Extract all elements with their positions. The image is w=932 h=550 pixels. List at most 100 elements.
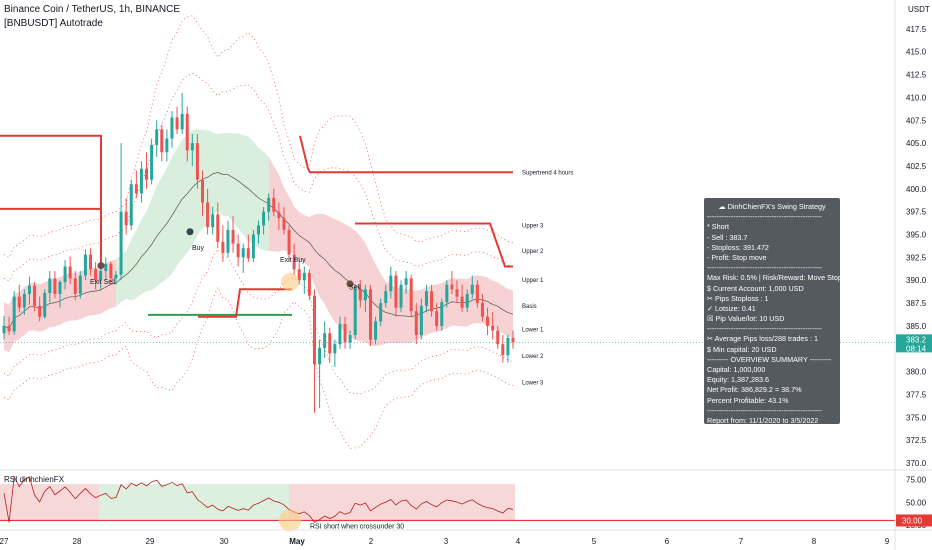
price-tick-label: 387.5 (906, 299, 927, 308)
rsi-level-tag (896, 514, 932, 527)
candle-body (430, 291, 434, 312)
candle-body (48, 278, 52, 293)
candle-body (470, 284, 474, 294)
time-tick-label: 3 (444, 537, 449, 546)
candle-body (170, 117, 174, 139)
candle-body (68, 266, 72, 279)
price-tick-label: 410.0 (906, 93, 927, 102)
candle-body (185, 113, 189, 151)
candle-body (257, 225, 260, 235)
candle-body (363, 289, 367, 301)
band-label: Lower 1 (522, 328, 544, 334)
candle-body (460, 296, 464, 308)
time-tick-label: 5 (592, 537, 597, 546)
info-line: ----------------------------------------… (707, 324, 822, 334)
info-line: $ Min capital: 20 USD (707, 344, 777, 354)
candle-body (435, 311, 439, 326)
countdown-label: 08:14 (906, 344, 927, 353)
band-fill (268, 156, 513, 347)
info-title-text: DinhChienFX's Swing Strategy (727, 202, 826, 211)
supertrend-segment (355, 222, 513, 268)
candle-body (374, 321, 378, 340)
candle-body (272, 197, 276, 212)
info-line: ----------------------------------------… (707, 405, 822, 415)
candle-body (165, 138, 169, 153)
info-lines: ----------------------------------------… (707, 212, 840, 424)
candle-body (424, 291, 428, 306)
candle-body (511, 337, 515, 343)
candle-body (109, 263, 113, 279)
candle-body (440, 302, 444, 326)
candle-body (38, 305, 42, 317)
supertrend-lines (0, 134, 513, 318)
price-tick-label: 415.0 (906, 48, 927, 57)
bollinger-bands: Supertrend 4 hours Upper 3 Upper 2 Upper 1 B… (3, 15, 573, 449)
time-tick-label: 8 (812, 537, 817, 546)
candle-body (287, 229, 291, 255)
script-label: [BNBUSDT] Autotrade (4, 18, 103, 29)
candle-body (7, 325, 11, 332)
candle-body (104, 263, 108, 272)
candle-body (246, 248, 250, 259)
candle-body (33, 285, 37, 306)
candle-body (419, 305, 423, 336)
sell-marker (346, 280, 354, 288)
info-line: ✂ Average Pips loss/288 trades : 1 (707, 334, 818, 344)
band-label: Lower 2 (522, 354, 544, 360)
band-label: Supertrend 4 hours (522, 170, 573, 176)
candle-body (389, 275, 393, 292)
upper-band-2 (3, 72, 514, 282)
price-tick-label: 407.5 (906, 116, 927, 125)
band-label: Upper 3 (522, 223, 544, 229)
candle-body (155, 129, 159, 145)
time-tick-label: 28 (73, 537, 82, 546)
candle-body (251, 234, 255, 259)
candle-body (175, 117, 179, 130)
candle-body (241, 248, 245, 258)
candle-body (277, 211, 281, 219)
rsi-zone-green (99, 484, 289, 521)
candle-body (139, 168, 143, 194)
price-unit: USDT (908, 5, 930, 14)
candle-body (384, 291, 388, 304)
candle-body (475, 284, 479, 304)
candle-body (394, 275, 398, 308)
rsi-annotation: RSI short when crossunder 30 (310, 523, 404, 530)
candle-body (409, 278, 413, 312)
candle-body (343, 324, 347, 343)
info-line: $ Current Account: 1,000 USD (707, 283, 804, 293)
info-line: --------- OVERVIEW SUMMARY --------- (707, 354, 832, 364)
info-line: - Sell : 383.7 (707, 232, 748, 242)
candle-body (22, 293, 26, 308)
info-line: ----------------------------------------… (707, 263, 822, 273)
candle-body (160, 129, 164, 153)
candle-body (312, 295, 316, 365)
band-label: Lower 3 (522, 381, 544, 387)
price-tick-label: 405.0 (906, 139, 927, 148)
candle-body (221, 241, 225, 253)
candle-body (216, 214, 220, 242)
rsi-tick-label: 75.00 (906, 476, 927, 485)
candle-body (78, 275, 82, 294)
time-tick-label: 4 (516, 537, 521, 546)
candle-body (83, 254, 87, 276)
current-price-label: 383.2 (906, 335, 927, 344)
basis-line (3, 172, 514, 330)
supertrend-segment (0, 134, 102, 270)
band-label: Upper 1 (522, 278, 544, 284)
info-line: Net Profit: 386,829.2 = 38.7% (707, 385, 802, 395)
supertrend-segment (299, 135, 513, 174)
candle-body (180, 113, 184, 130)
candle-body (302, 272, 306, 281)
candle-body (292, 254, 296, 270)
info-title: ☁ DinhChienFX's Swing Strategy (718, 202, 826, 211)
info-line: ----------------------------------------… (707, 212, 822, 222)
info-line: ✂ Pips Stoploss : 1 (707, 293, 769, 303)
candle-body (404, 278, 408, 285)
strategy-info-panel: ☁ DinhChienFX's Swing Strategy ---------… (704, 198, 840, 424)
price-tick-label: 370.0 (906, 459, 927, 468)
candle-body (338, 324, 342, 345)
candle-body (282, 218, 286, 230)
price-tick-label: 395.0 (906, 231, 927, 240)
